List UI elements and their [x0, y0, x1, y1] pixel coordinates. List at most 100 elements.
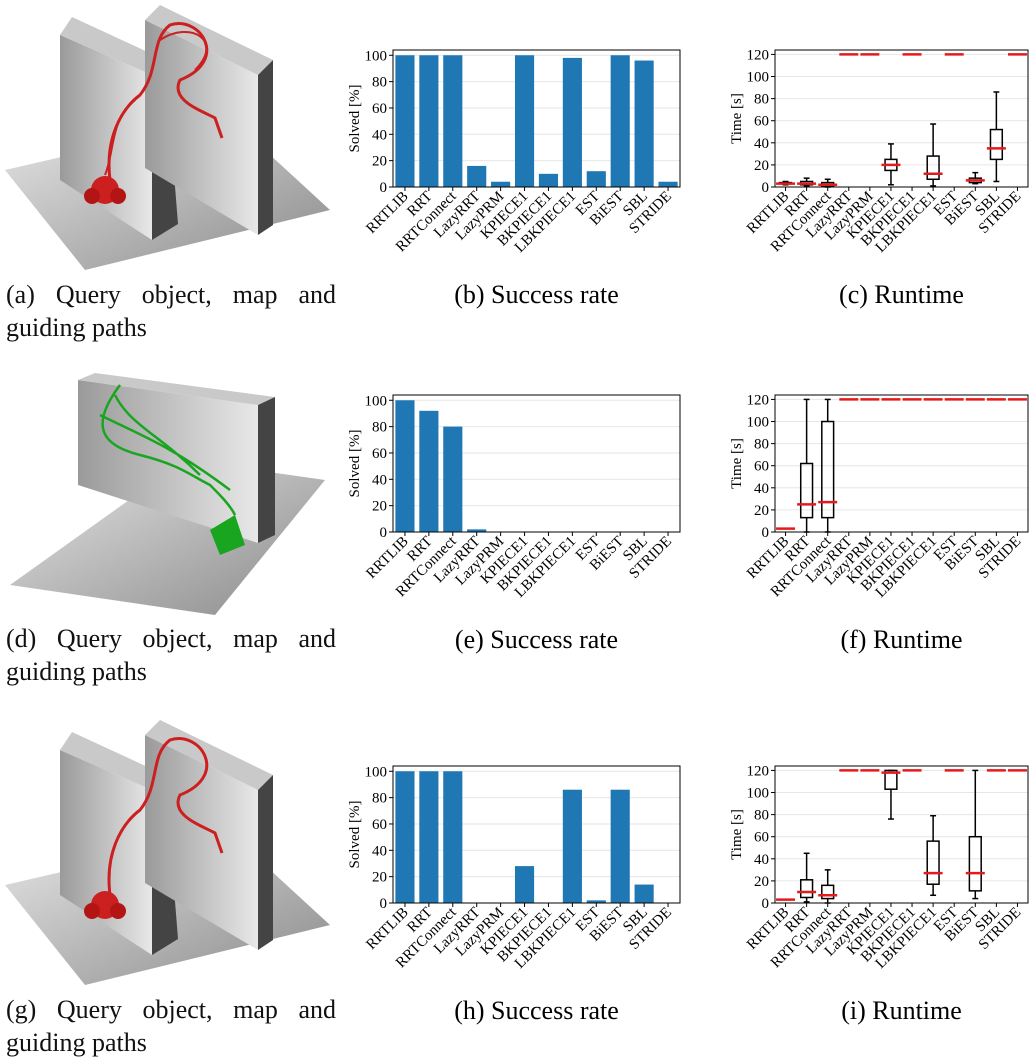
box [799, 462, 814, 519]
bar [419, 410, 439, 532]
caption: (f) Runtime [840, 625, 962, 654]
bar [634, 884, 654, 903]
y-axis-label: Solved [%] [347, 801, 363, 869]
box [989, 128, 1004, 161]
y-tick-label: 80 [372, 420, 387, 436]
y-tick-label: 100 [365, 48, 388, 64]
bar [443, 426, 463, 532]
bar [658, 181, 678, 187]
y-tick-label: 120 [747, 763, 770, 779]
bar [610, 789, 630, 903]
caption: (c) Runtime [839, 280, 964, 309]
bar [610, 55, 630, 188]
bar [514, 55, 535, 188]
y-tick-label: 20 [754, 503, 769, 519]
y-tick-label: 80 [372, 75, 387, 91]
render [5, 5, 330, 270]
render [5, 720, 330, 985]
box [821, 420, 835, 519]
y-tick-label: 20 [372, 870, 387, 886]
y-tick-label: 0 [380, 896, 388, 912]
box [821, 884, 835, 900]
y-tick-label: 120 [747, 392, 770, 408]
y-axis-label: Time [s] [729, 438, 745, 489]
bar [395, 55, 415, 188]
y-tick-label: 120 [747, 47, 770, 63]
plot-frame [774, 49, 1029, 188]
bar [419, 55, 439, 188]
y-tick-label: 0 [762, 525, 770, 541]
caption: (i) Runtime [841, 996, 962, 1025]
y-tick-label: 40 [372, 472, 387, 488]
box [799, 879, 814, 899]
plot-frame [774, 765, 1029, 904]
x-tick-label: RRTLIB [363, 189, 411, 237]
y-axis-label: Solved [%] [347, 85, 363, 153]
box [926, 840, 940, 885]
bar [395, 771, 415, 903]
y-tick-label: 100 [747, 70, 770, 86]
bar [419, 771, 439, 903]
bar [491, 181, 511, 187]
y-axis-label: Time [s] [729, 93, 745, 144]
y-tick-label: 80 [754, 437, 769, 453]
plot-frame [392, 394, 681, 533]
y-tick-label: 60 [754, 830, 769, 846]
y-tick-label: 40 [372, 127, 387, 143]
box [968, 835, 982, 892]
caption: (b) Success rate [454, 280, 619, 309]
bar [586, 171, 606, 187]
y-tick-label: 40 [372, 843, 387, 859]
y-tick-label: 100 [365, 393, 388, 409]
bar [562, 57, 582, 188]
bar [634, 60, 654, 187]
y-axis-label: Time [s] [729, 809, 745, 860]
y-tick-label: 20 [754, 158, 769, 174]
y-tick-label: 20 [754, 874, 769, 890]
plot-frame [392, 765, 681, 904]
y-tick-label: 60 [372, 101, 387, 117]
y-tick-label: 60 [754, 114, 769, 130]
caption: (e) Success rate [455, 625, 618, 654]
y-tick-label: 60 [754, 459, 769, 475]
bar [467, 529, 487, 532]
y-tick-label: 20 [372, 499, 387, 515]
y-tick-label: 40 [754, 481, 769, 497]
y-tick-label: 100 [747, 415, 770, 431]
caption: (d) Query object, map and guiding paths [6, 624, 336, 686]
caption: (h) Success rate [454, 996, 619, 1025]
y-axis-label: Solved [%] [347, 430, 363, 498]
y-tick-label: 0 [762, 896, 770, 912]
bar [538, 173, 559, 187]
bar [443, 771, 463, 903]
bar [514, 866, 535, 903]
y-tick-label: 60 [372, 817, 387, 833]
y-tick-label: 0 [380, 525, 388, 541]
bar [467, 165, 487, 187]
y-tick-label: 80 [754, 92, 769, 108]
y-tick-label: 100 [747, 786, 770, 802]
y-tick-label: 20 [372, 154, 387, 170]
caption: (g) Query object, map and guiding paths [6, 995, 336, 1057]
bar [562, 789, 582, 903]
x-tick-label: RRTLIB [363, 905, 411, 953]
y-tick-label: 0 [380, 180, 388, 196]
render [10, 373, 325, 615]
y-tick-label: 60 [372, 446, 387, 462]
box [926, 155, 940, 181]
y-tick-label: 100 [365, 764, 388, 780]
bar [586, 900, 606, 903]
y-tick-label: 0 [762, 180, 770, 196]
x-tick-label: RRTLIB [363, 534, 411, 582]
caption: (a) Query object, map and guiding paths [6, 280, 336, 342]
y-tick-label: 80 [372, 791, 387, 807]
plot-frame [774, 394, 1029, 533]
